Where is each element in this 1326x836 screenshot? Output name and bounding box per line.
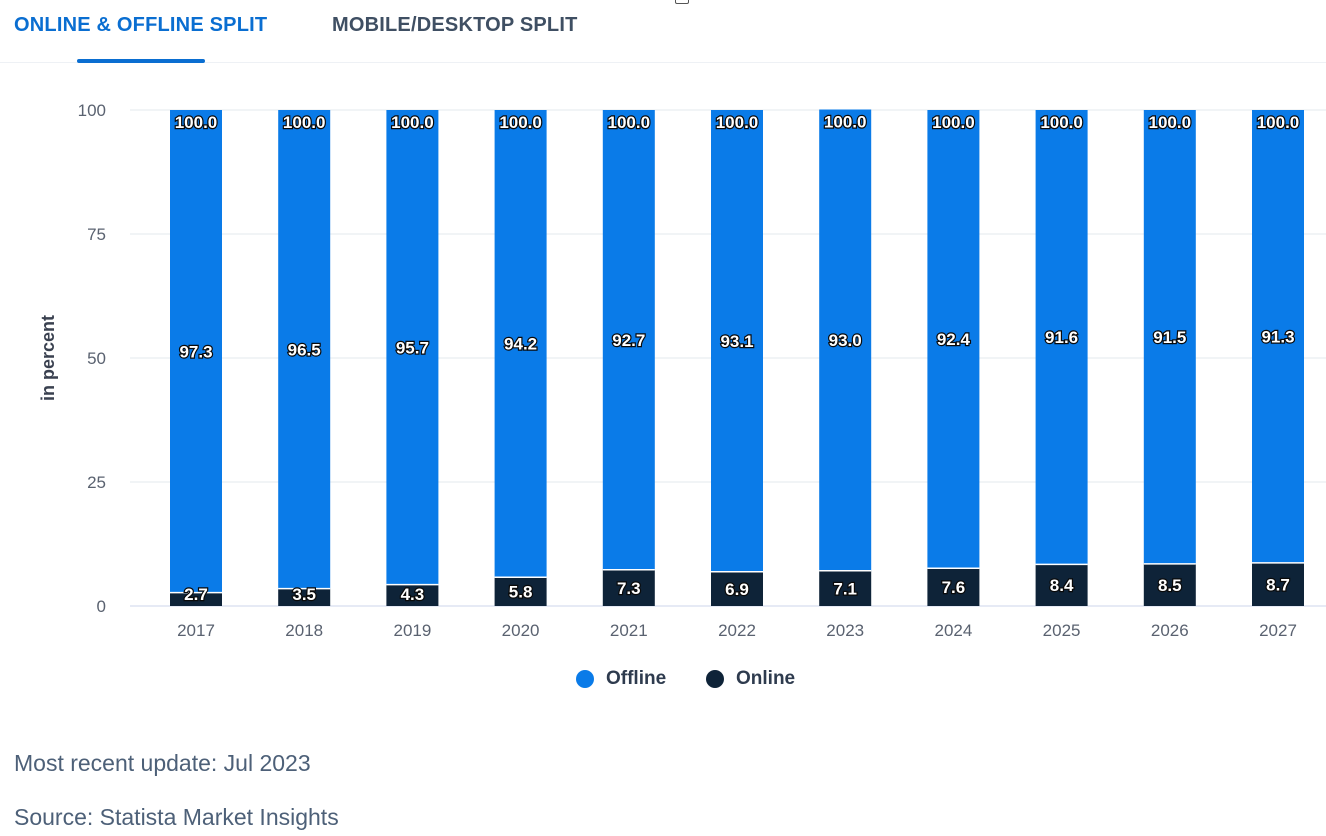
- data-label-offline: 91.6: [1045, 328, 1078, 347]
- bar-online: [1143, 563, 1196, 606]
- chart-legend: Offline Online: [0, 668, 1326, 696]
- data-label-total: 100.0: [1149, 113, 1192, 132]
- legend-item-offline[interactable]: Offline: [576, 668, 666, 690]
- legend-label-offline: Offline: [606, 668, 667, 689]
- data-label-total: 100.0: [824, 113, 867, 132]
- legend-item-online[interactable]: Online: [706, 668, 795, 690]
- x-tick-label: 2027: [1259, 621, 1297, 640]
- data-label-total: 100.0: [716, 113, 759, 132]
- data-label-total: 100.0: [1257, 113, 1300, 132]
- bar-offline: [819, 109, 872, 571]
- data-label-total: 100.0: [283, 113, 326, 132]
- data-label-online: 8.5: [1158, 576, 1182, 595]
- data-label-online: 2.7: [184, 585, 208, 604]
- data-label-online: 6.9: [725, 580, 749, 599]
- y-tick-label: 50: [87, 349, 106, 368]
- data-label-online: 7.3: [617, 579, 641, 598]
- data-label-offline: 93.0: [829, 331, 862, 350]
- data-label-total: 100.0: [1040, 113, 1083, 132]
- bar-offline: [927, 110, 980, 569]
- data-label-total: 100.0: [932, 113, 975, 132]
- handle-icon: [675, 0, 689, 4]
- bar-online: [1252, 562, 1304, 606]
- data-label-offline: 92.7: [612, 331, 645, 350]
- bar-online: [819, 570, 872, 606]
- data-label-online: 4.3: [401, 585, 425, 604]
- online-dot-icon: [706, 670, 724, 688]
- y-tick-label: 75: [87, 225, 106, 244]
- x-tick-label: 2023: [826, 621, 864, 640]
- bar-offline: [711, 110, 763, 572]
- bar-offline: [170, 110, 222, 593]
- bar-online: [170, 592, 222, 606]
- x-tick-label: 2020: [502, 621, 540, 640]
- data-label-online: 7.1: [833, 579, 857, 598]
- bar-online: [1035, 564, 1088, 606]
- x-tick-label: 2026: [1151, 621, 1189, 640]
- data-label-online: 8.4: [1050, 576, 1074, 595]
- tab-mobile-desktop-split[interactable]: MOBILE/DESKTOP SPLIT: [332, 14, 578, 36]
- y-tick-label: 0: [97, 597, 106, 616]
- bar-offline: [278, 110, 331, 589]
- bar-online: [494, 577, 547, 606]
- x-tick-label: 2025: [1043, 621, 1081, 640]
- data-label-total: 100.0: [608, 113, 651, 132]
- data-label-total: 100.0: [391, 113, 434, 132]
- bar-offline: [1035, 110, 1088, 565]
- x-tick-label: 2021: [610, 621, 648, 640]
- bar-offline: [1252, 110, 1304, 563]
- bar-online: [278, 588, 331, 606]
- data-label-offline: 92.4: [937, 330, 971, 349]
- x-tick-label: 2022: [718, 621, 756, 640]
- bar-offline: [494, 110, 547, 578]
- y-tick-label: 100: [78, 101, 106, 120]
- data-label-online: 5.8: [509, 583, 533, 602]
- update-note: Most recent update: Jul 2023: [14, 750, 311, 776]
- data-label-offline: 95.7: [396, 338, 429, 357]
- legend-label-online: Online: [736, 668, 796, 689]
- tab-online-offline-split[interactable]: ONLINE & OFFLINE SPLIT: [14, 14, 268, 36]
- bar-online: [602, 569, 655, 606]
- data-label-online: 7.6: [942, 578, 966, 597]
- bar-offline: [602, 110, 655, 570]
- data-label-offline: 94.2: [504, 335, 537, 354]
- bar-online: [927, 568, 980, 606]
- data-label-online: 3.5: [292, 585, 316, 604]
- bar-online: [386, 584, 439, 606]
- bar-offline: [386, 110, 439, 585]
- y-tick-label: 25: [87, 473, 106, 492]
- tab-bar: ONLINE & OFFLINE SPLIT MOBILE/DESKTOP SP…: [0, 0, 1326, 63]
- x-tick-label: 2019: [393, 621, 431, 640]
- stacked-bar-chart: 0 25 50 75 100 in percent 2.7 97.3 100.0 2017 3.5 9…: [38, 101, 1326, 640]
- data-label-online: 8.7: [1266, 575, 1290, 594]
- data-label-offline: 91.5: [1153, 328, 1186, 347]
- offline-dot-icon: [576, 670, 594, 688]
- y-axis-title: in percent: [38, 315, 58, 401]
- x-tick-label: 2018: [285, 621, 323, 640]
- data-label-offline: 97.3: [179, 342, 212, 361]
- x-tick-label: 2024: [934, 621, 972, 640]
- data-label-offline: 96.5: [288, 340, 321, 359]
- data-label-offline: 91.3: [1261, 327, 1294, 346]
- source-note: Source: Statista Market Insights: [14, 804, 339, 830]
- data-label-total: 100.0: [499, 113, 542, 132]
- bar-online: [711, 571, 763, 606]
- x-tick-label: 2017: [177, 621, 215, 640]
- data-label-offline: 93.1: [720, 332, 753, 351]
- bar-offline: [1143, 110, 1196, 564]
- active-tab-indicator: [77, 59, 205, 63]
- data-label-total: 100.0: [175, 113, 218, 132]
